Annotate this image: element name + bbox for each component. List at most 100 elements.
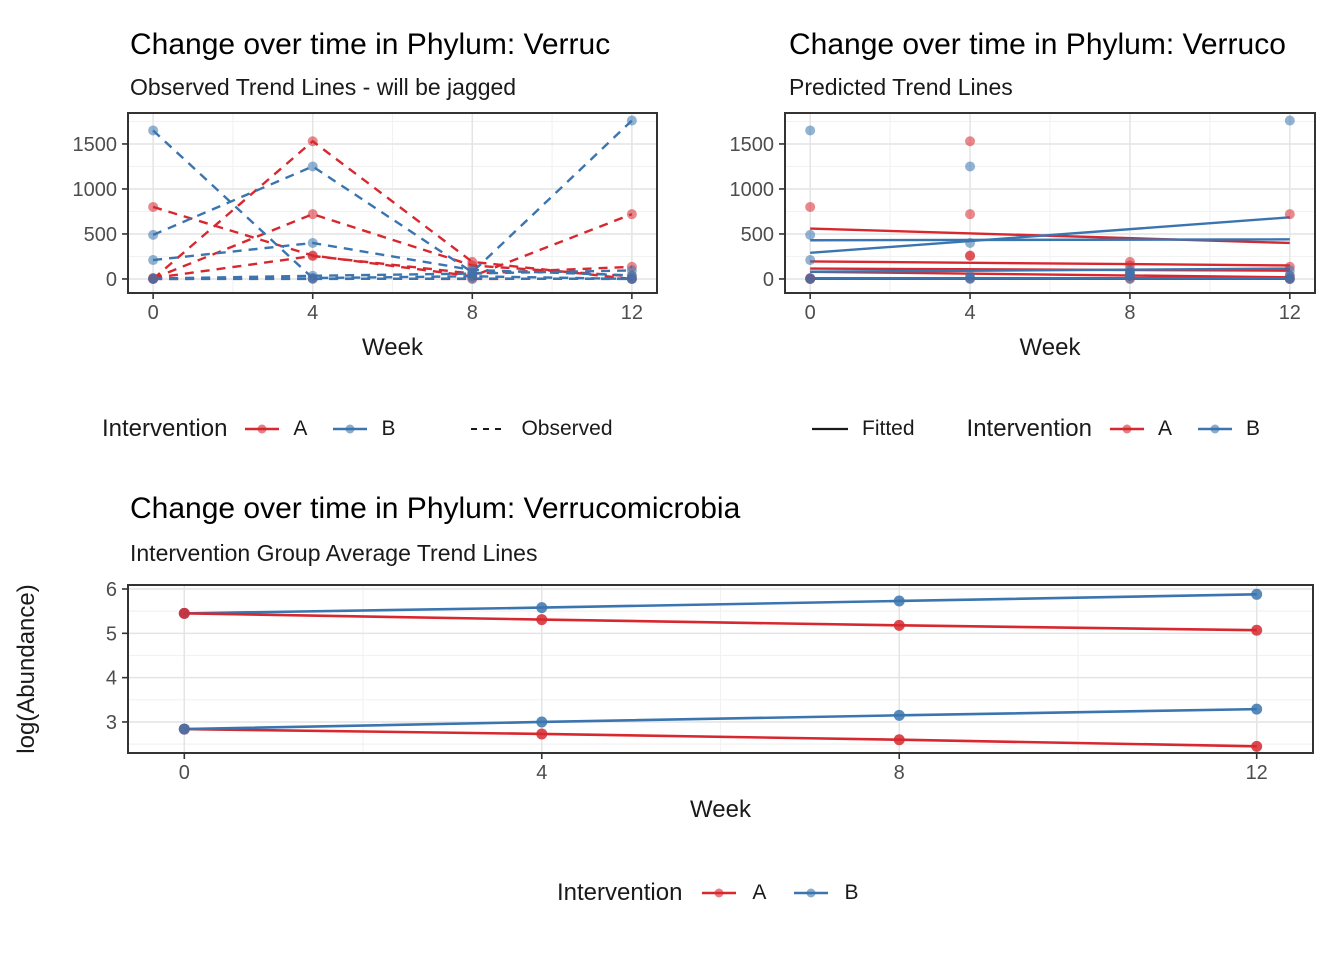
x-axis-title: Week — [362, 334, 424, 361]
predicted-chart-legend: Fitted Intervention A B — [810, 412, 1260, 446]
legend-key-b-icon — [1197, 424, 1232, 434]
average-chart-title: Change over time in Phylum: Verrucomicro… — [130, 492, 741, 525]
data-point-B-points-5 — [1284, 273, 1295, 284]
data-point-B-points-2 — [805, 255, 816, 266]
data-point-B-group-low — [178, 723, 190, 735]
x-tick-label: 8 — [467, 302, 478, 324]
legend-key-a-icon — [245, 424, 280, 434]
x-tick-label: 4 — [964, 302, 975, 324]
data-point-B-subject-1 — [148, 229, 159, 240]
data-point-A-points-2 — [1284, 209, 1295, 220]
y-tick-label: 0 — [106, 269, 117, 291]
trend-line-A-fitted-2 — [810, 260, 1290, 267]
data-point-B-points-5 — [965, 273, 976, 284]
panel-border — [127, 112, 658, 294]
data-point-A-points-1 — [965, 136, 976, 147]
legend-label-observed: Observed — [521, 417, 613, 440]
x-tick-label: 12 — [621, 302, 643, 324]
group-average-chart: 0 4 8 12 3 4 5 6 Week log(Abundance) — [13, 579, 1314, 823]
observed-chart-subtitle: Observed Trend Lines - will be jagged — [130, 74, 517, 100]
data-point-A-group-high — [893, 619, 905, 631]
trend-line-A-fitted-4 — [810, 270, 1290, 279]
x-tick-label: 12 — [1279, 302, 1301, 324]
data-point-B-points-4 — [1284, 265, 1295, 276]
x-tick-label: 0 — [148, 302, 159, 324]
trend-line-A-subject-4 — [152, 254, 632, 280]
y-tick-label: 4 — [106, 668, 117, 690]
x-tick-label: 4 — [307, 302, 318, 324]
y-tick-label: 1000 — [73, 179, 118, 201]
x-axis-title: Week — [1020, 334, 1082, 361]
x-tick-label: 8 — [1124, 302, 1135, 324]
legend-title: Intervention — [966, 415, 1092, 442]
data-point-B-group-low — [1251, 703, 1263, 715]
predicted-trend-chart: 0 4 8 12 0 500 1000 1500 Week — [730, 112, 1316, 361]
trend-line-B-subject-1 — [152, 119, 633, 274]
data-point-B-subject-5 — [467, 273, 478, 284]
trend-line-A-group-low — [184, 727, 1257, 748]
predicted-chart-subtitle: Predicted Trend Lines — [789, 74, 1013, 100]
trend-line-A-subject-1 — [152, 139, 632, 281]
legend-label-a: A — [752, 881, 767, 904]
y-tick-label: 5 — [106, 623, 117, 645]
y-tick-label: 500 — [741, 224, 774, 246]
data-point-B-subject-5 — [626, 273, 637, 284]
data-point-A-group-high — [1251, 624, 1263, 636]
data-point-B-group-low — [893, 709, 905, 721]
panel-border — [127, 584, 1314, 754]
legend-key-fitted-icon — [812, 427, 848, 431]
data-point-A-subject-3 — [307, 209, 318, 220]
x-tick-label: 8 — [894, 762, 905, 784]
data-point-B-group-high — [1251, 588, 1263, 600]
data-point-B-subject-1 — [626, 115, 637, 126]
data-point-B-group-high — [536, 602, 548, 614]
data-point-B-subject-1 — [307, 161, 318, 172]
legend-key-b-icon — [794, 888, 829, 898]
y-tick-label: 1000 — [730, 179, 775, 201]
legend-key-b-icon — [333, 424, 368, 434]
x-tick-label: 4 — [536, 762, 547, 784]
trend-line-B-group-low — [184, 707, 1257, 731]
data-point-A-group-low — [1251, 740, 1263, 752]
data-point-A-group-low — [893, 734, 905, 746]
data-point-B-points-3 — [805, 125, 816, 136]
legend-key-observed-icon — [471, 428, 508, 430]
data-point-A-group-low — [536, 728, 548, 740]
data-point-A-points-4 — [965, 251, 976, 262]
observed-chart-title: Change over time in Phylum: Verruc — [130, 28, 611, 61]
legend-title: Intervention — [557, 879, 683, 906]
legend-label-fitted: Fitted — [862, 417, 915, 440]
panel-border — [784, 112, 1316, 294]
y-tick-label: 3 — [106, 712, 117, 734]
data-point-A-subject-2 — [148, 201, 159, 212]
legend-label-a: A — [1157, 417, 1172, 440]
x-tick-label: 0 — [179, 762, 190, 784]
legend-label-a: A — [293, 417, 308, 440]
y-tick-label: 6 — [106, 579, 117, 601]
data-point-B-group-low — [536, 716, 548, 728]
legend-label-b: B — [1245, 417, 1260, 440]
data-point-B-subject-2 — [307, 237, 318, 248]
data-point-A-subject-1 — [307, 136, 318, 147]
legend-key-a-icon — [1109, 424, 1144, 434]
trend-line-B-fitted-2 — [810, 216, 1290, 255]
x-tick-label: 12 — [1246, 762, 1268, 784]
legend-title: Intervention — [102, 415, 228, 442]
legend-label-b: B — [844, 881, 859, 904]
data-point-A-points-3 — [965, 209, 976, 220]
data-point-B-points-1 — [805, 229, 816, 240]
data-point-B-points-1 — [965, 161, 976, 172]
data-point-B-subject-5 — [307, 273, 318, 284]
y-axis-title: log(Abundance) — [13, 584, 40, 753]
data-point-A-group-high — [536, 614, 548, 626]
y-tick-label: 500 — [84, 224, 117, 246]
data-point-B-subject-3 — [148, 125, 159, 136]
data-point-B-points-5 — [805, 273, 816, 284]
observed-chart-legend: Intervention A B Observed — [102, 412, 672, 446]
data-point-B-subject-2 — [148, 255, 159, 266]
trend-line-B-fitted-3 — [810, 267, 1290, 273]
y-tick-label: 0 — [763, 269, 774, 291]
legend-key-a-icon — [702, 888, 737, 898]
data-point-A-subject-2 — [626, 209, 637, 220]
data-point-A-points-2 — [805, 201, 816, 212]
